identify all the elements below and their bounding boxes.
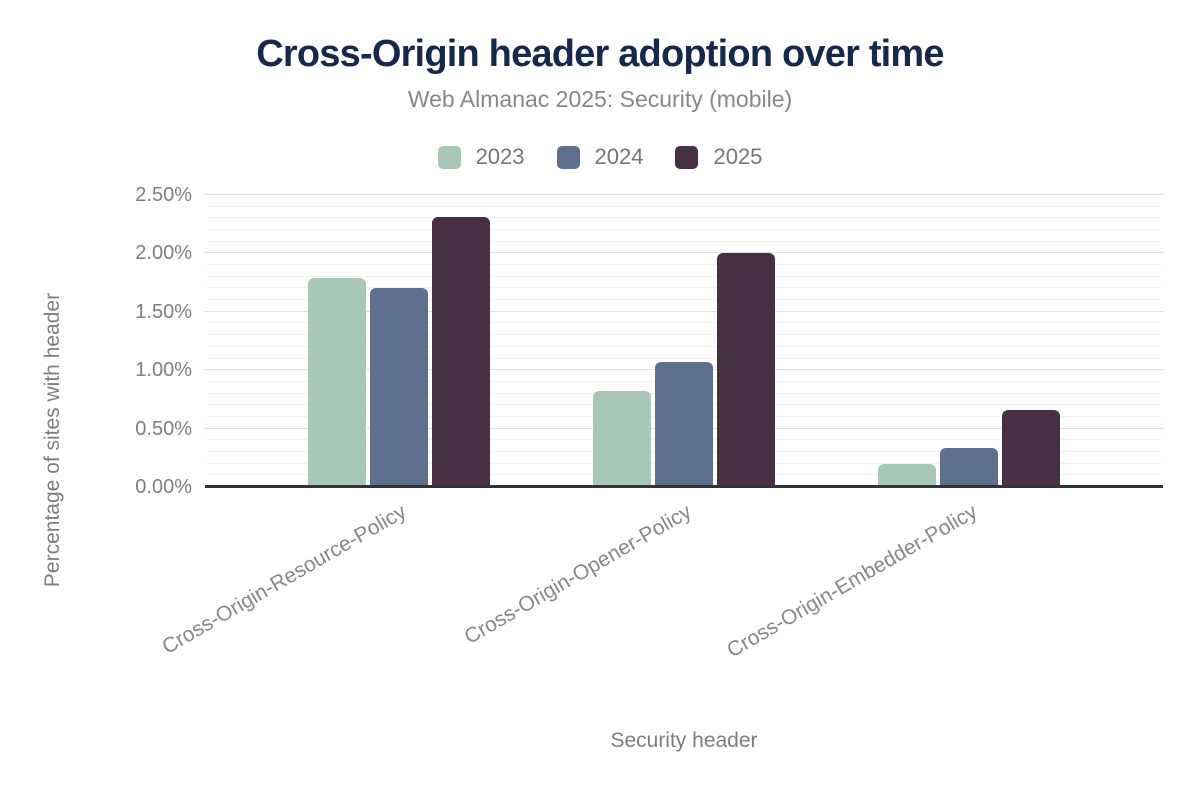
bar-2025-category-3[interactable]	[1002, 409, 1061, 487]
chart-subtitle: Web Almanac 2025: Security (mobile)	[407, 86, 793, 112]
y-tick-label: 2.50%	[135, 184, 192, 206]
legend-label: 2025	[713, 144, 763, 169]
minor-gridline	[205, 217, 1163, 219]
minor-gridline	[205, 322, 1163, 324]
legend-swatch-icon	[437, 145, 461, 169]
legend-item-2025[interactable]: 2025	[675, 144, 762, 170]
minor-gridline	[205, 275, 1163, 277]
bar-2023-category-1[interactable]	[307, 277, 366, 487]
minor-gridline	[205, 287, 1163, 289]
bar-2024-category-3[interactable]	[940, 448, 999, 487]
y-tick-label: 1.50%	[135, 300, 192, 323]
major-gridline	[205, 194, 1163, 195]
x-axis-line	[205, 485, 1163, 488]
legend-label: 2023	[475, 144, 525, 169]
minor-gridline	[205, 357, 1163, 359]
x-axis-labels: Cross-Origin-Resource-Policy Cross-Origin…	[0, 500, 1200, 695]
minor-gridline	[205, 345, 1163, 347]
y-tick-label: 0.00%	[135, 476, 192, 498]
x-category-label: Cross-Origin-Embedder-Policy	[722, 500, 981, 663]
bar-2025-category-2[interactable]	[717, 253, 775, 487]
legend-swatch-icon	[556, 145, 580, 169]
bar-2025-category-1[interactable]	[431, 217, 490, 487]
legend-item-2023[interactable]: 2023	[437, 144, 525, 170]
major-gridline	[205, 310, 1163, 312]
x-category-label: Cross-Origin-Opener-Policy	[460, 500, 696, 649]
x-axis-title: Security header	[610, 729, 758, 752]
plot-area	[205, 194, 1163, 488]
minor-gridline	[205, 299, 1163, 301]
bar-2023-category-2[interactable]	[593, 391, 651, 487]
y-tick-label: 2.00%	[135, 242, 192, 265]
minor-gridline	[205, 240, 1163, 242]
chart-title: Cross-Origin header adoption over time	[256, 33, 944, 75]
minor-gridline	[205, 205, 1163, 207]
bar-2024-category-2[interactable]	[655, 362, 713, 487]
bar-2023-category-3[interactable]	[878, 463, 937, 487]
minor-gridline	[205, 229, 1163, 231]
y-tick-label: 0.50%	[135, 417, 192, 440]
legend-label: 2024	[594, 144, 644, 169]
x-category-label: Cross-Origin-Resource-Policy	[158, 500, 411, 659]
bar-2024-category-1[interactable]	[369, 288, 428, 487]
minor-gridline	[205, 334, 1163, 336]
legend: 2023 2024 2025	[0, 144, 1200, 170]
legend-item-2024[interactable]: 2024	[556, 144, 644, 170]
y-tick-label: 1.00%	[135, 359, 192, 382]
major-gridline	[205, 252, 1163, 254]
legend-swatch-icon	[675, 145, 699, 169]
minor-gridline	[205, 264, 1163, 266]
